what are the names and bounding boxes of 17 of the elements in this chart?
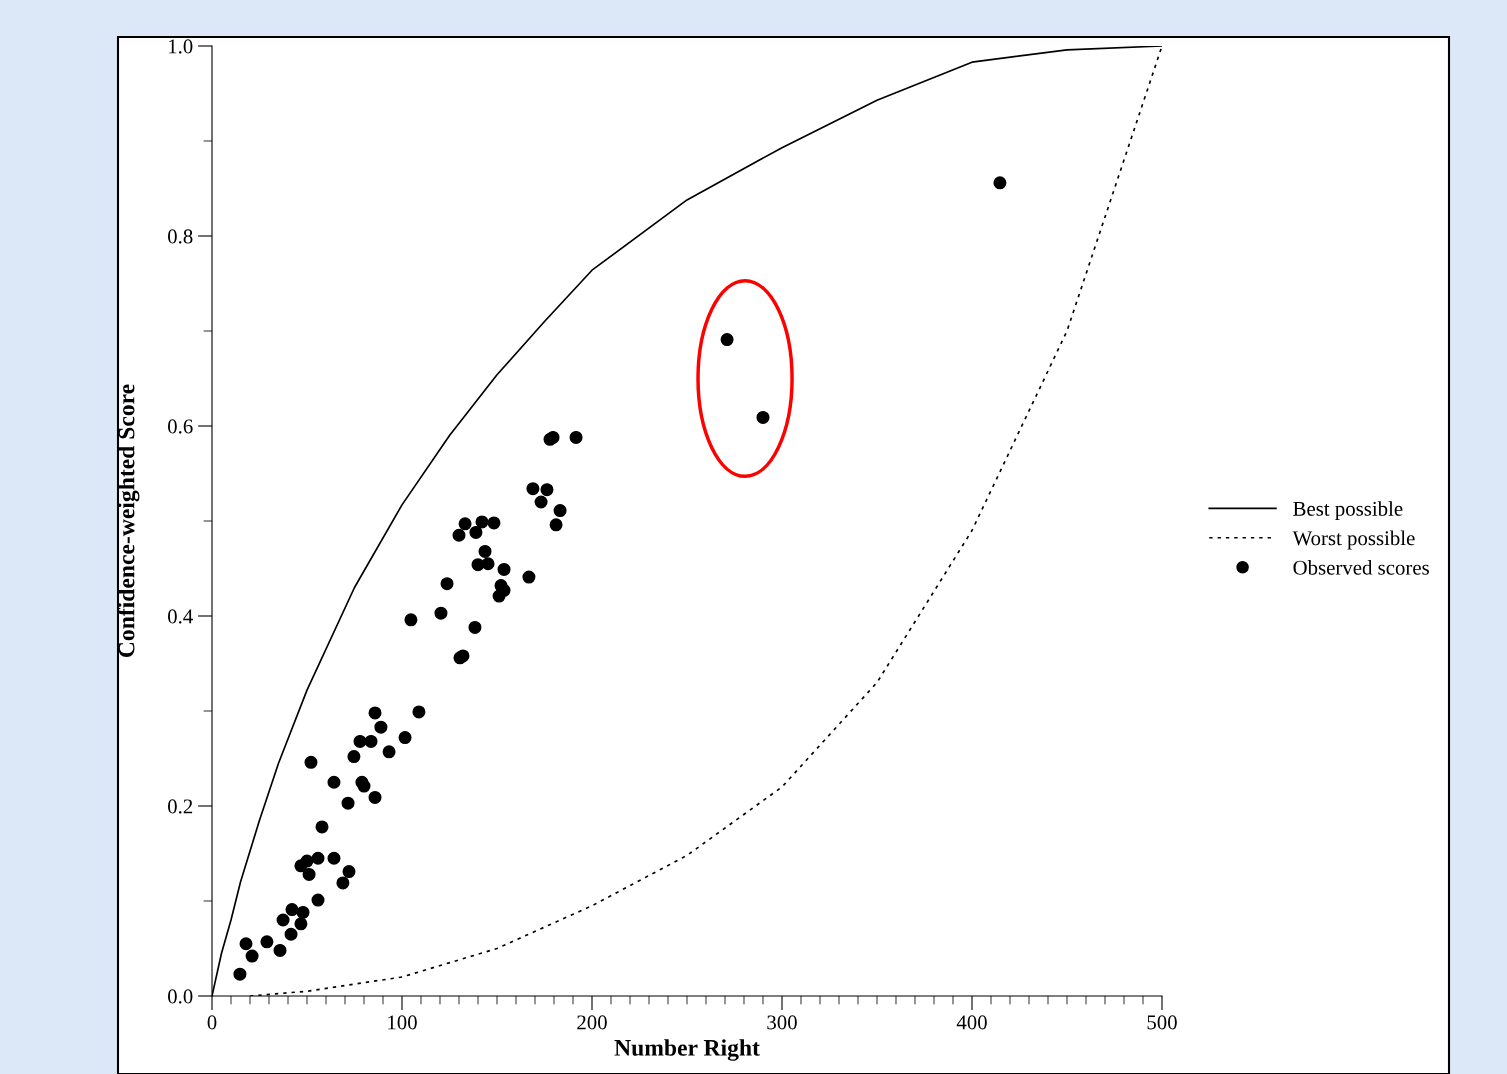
y-axis-title: Confidence-weighted Score — [117, 384, 140, 658]
y-tick-label: 0.8 — [168, 229, 193, 244]
x-tick-label: 200 — [577, 1015, 607, 1030]
x-tick-label: 300 — [767, 1015, 797, 1030]
legend-label: Worst possible — [1292, 530, 1415, 550]
x-tick-label: 400 — [956, 1015, 987, 1030]
y-tick-label: 1.0 — [169, 39, 193, 54]
legend-label: Best possible — [1293, 501, 1403, 521]
x-tick-label: 500 — [1147, 1015, 1177, 1030]
y-tick-label: 0.4 — [168, 609, 193, 624]
x-axis-title: Number Right — [614, 1039, 760, 1061]
y-tick-label: 0.6 — [168, 419, 193, 434]
y-tick-label: 0.2 — [168, 799, 193, 814]
x-tick-label: 100 — [388, 1015, 417, 1030]
x-tick-label: 0 — [207, 1015, 217, 1030]
y-tick-label: 0.0 — [168, 989, 193, 1004]
legend-label: Observed scores — [1293, 560, 1429, 575]
